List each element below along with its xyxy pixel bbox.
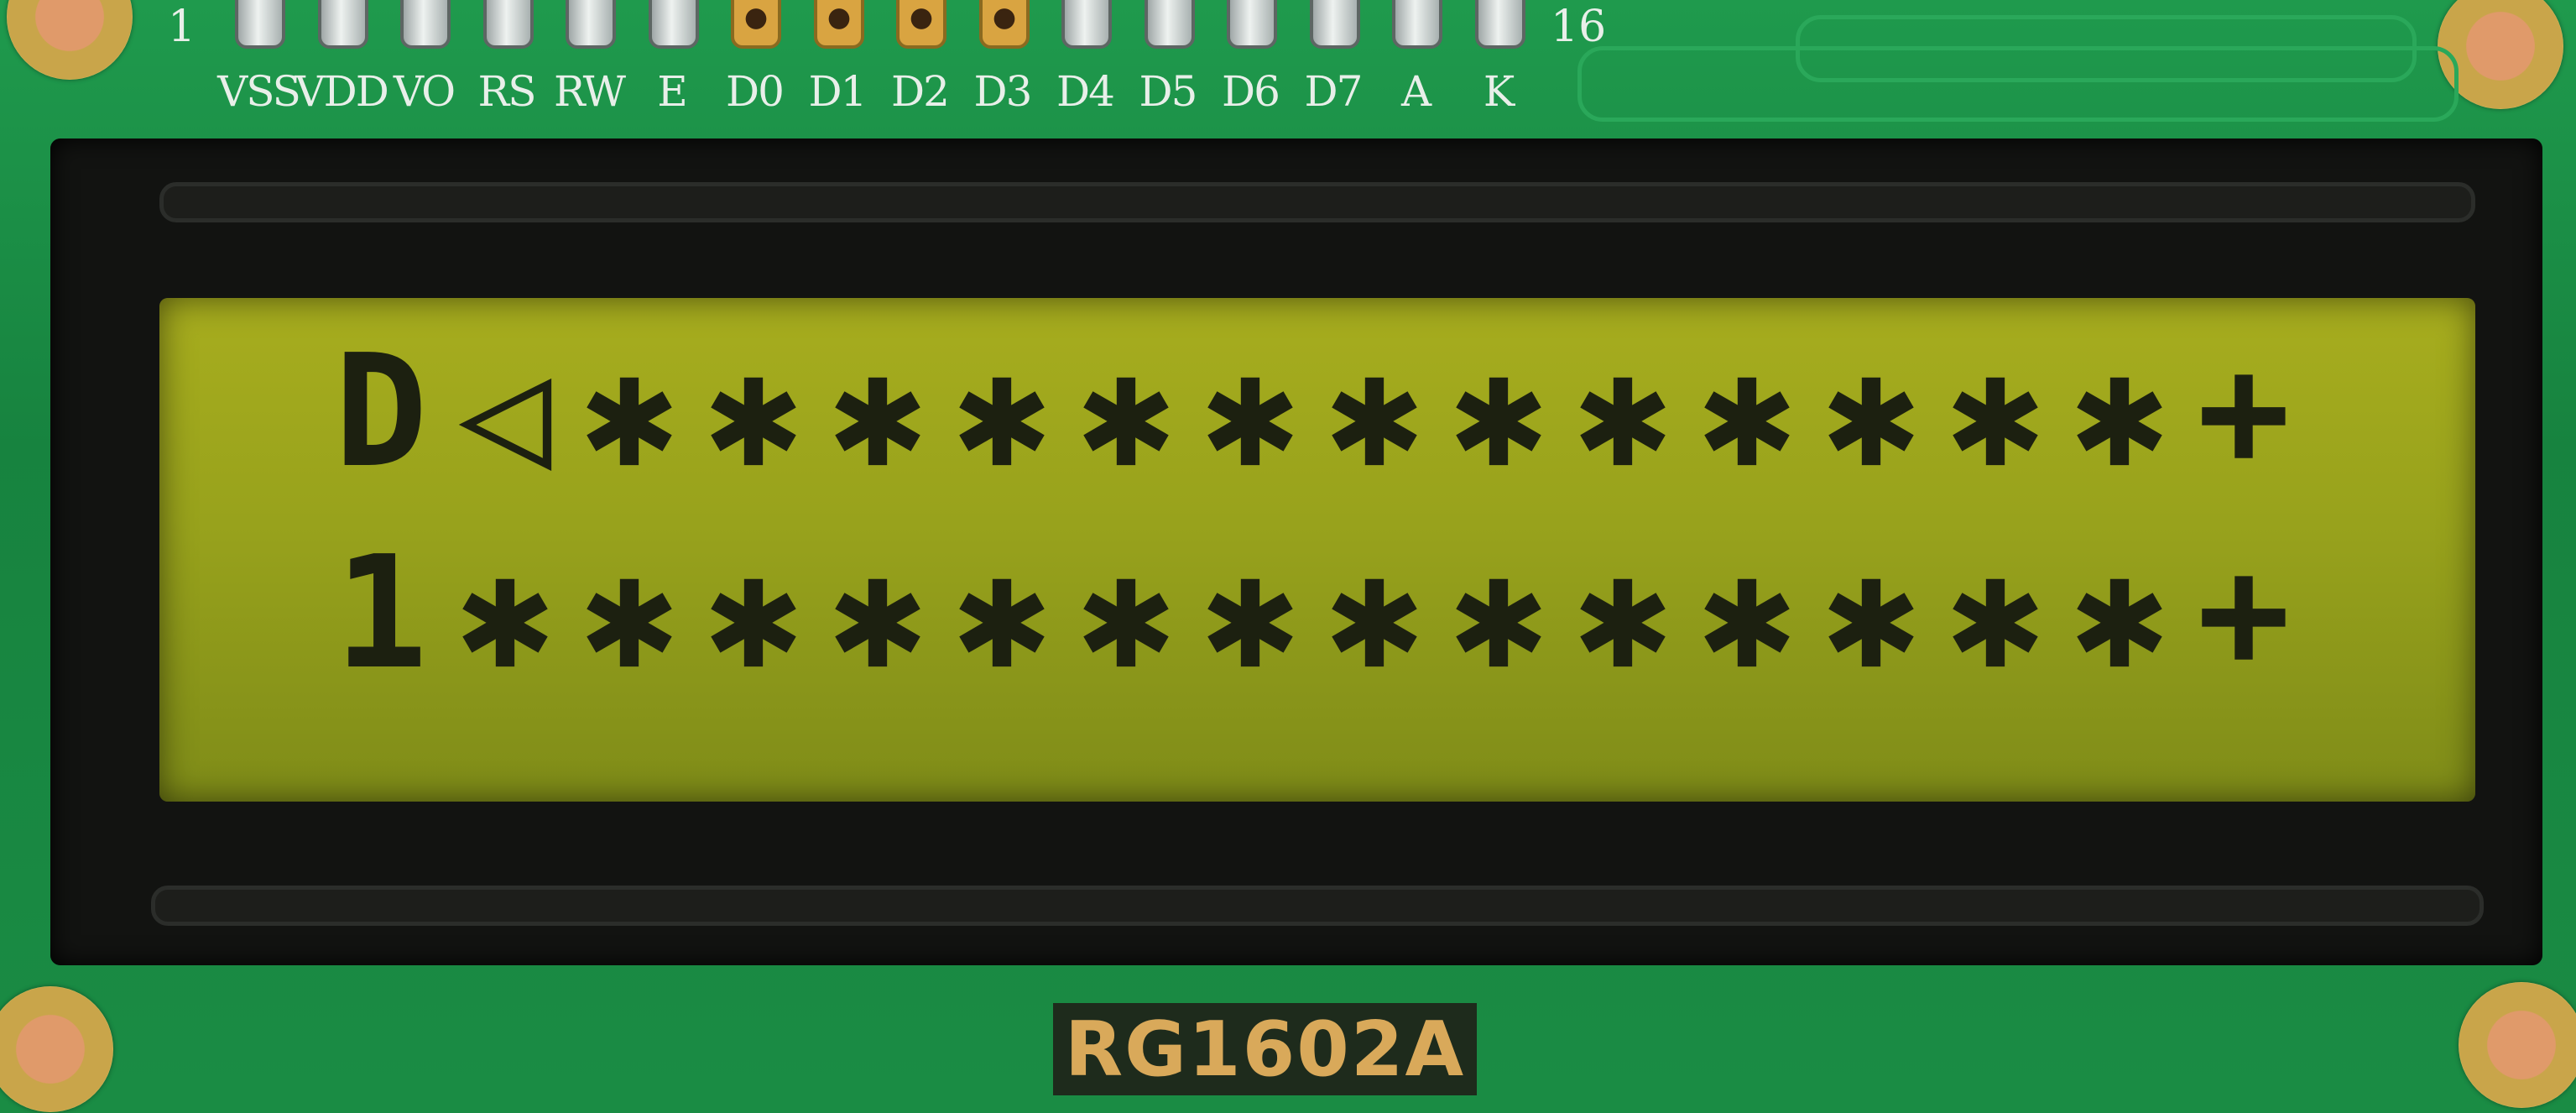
header-pin (731, 0, 781, 49)
lcd-character: ✱ (691, 332, 816, 491)
header-pin (1227, 0, 1277, 49)
lcd-character: ✱ (1933, 332, 2057, 491)
lcd-character: ✱ (940, 332, 1064, 491)
pin-label: VSS (212, 67, 305, 116)
header-pin (483, 0, 534, 49)
header-pin (1061, 0, 1112, 49)
pin-label: D4 (1039, 67, 1131, 116)
header-pin (896, 0, 946, 49)
pin-label: D0 (708, 67, 800, 116)
lcd-row-2: 1 ✱ ✱ ✱ ✱ ✱ ✱ ✱ ✱ ✱ ✱ ✱ ✱ ✱ ✱ + (319, 533, 2576, 692)
lcd-character: ✱ (1188, 332, 1312, 491)
lcd-character: ✱ (567, 533, 691, 692)
pin-label: D2 (873, 67, 966, 116)
pin-label: VO (378, 67, 470, 116)
pin-label: D3 (957, 67, 1049, 116)
lcd-character: ✱ (1437, 332, 1561, 491)
lcd-character: ✱ (1561, 533, 1685, 692)
pin-label: RW (543, 67, 635, 116)
header-pin (979, 0, 1030, 49)
pin-label: K (1452, 67, 1545, 116)
header-pin (649, 0, 699, 49)
header-pin (318, 0, 368, 49)
bezel-groove-bottom (151, 886, 2484, 926)
header-pin (235, 0, 285, 49)
lcd-character: ✱ (1312, 332, 1437, 491)
header-pin (1392, 0, 1442, 49)
pin-label: E (626, 67, 718, 116)
lcd-screen: D ◁ ✱ ✱ ✱ ✱ ✱ ✱ ✱ ✱ ✱ ✱ ✱ ✱ ✱ + 1 ✱ ✱ ✱ ✱ ✱ ✱ ✱ ✱ ✱ ✱ ✱ ✱ ✱ ✱ + (159, 298, 2475, 802)
lcd-character: ✱ (691, 533, 816, 692)
lcd-character: ✱ (816, 332, 940, 491)
pin-label: D6 (1204, 67, 1296, 116)
lcd-character: ◁ (443, 332, 567, 491)
pin-label: D7 (1287, 67, 1379, 116)
lcd-character: ✱ (1312, 533, 1437, 692)
mount-hole-top-left (7, 0, 133, 80)
lcd-character: ✱ (1437, 533, 1561, 692)
pin-number-last: 16 (1551, 2, 1606, 52)
header-pin (400, 0, 451, 49)
lcd-character: ✱ (1809, 533, 1933, 692)
pin-label: D5 (1122, 67, 1214, 116)
lcd-character: ✱ (816, 533, 940, 692)
header-pin (814, 0, 864, 49)
lcd-character: ✱ (1064, 332, 1188, 491)
header-pin (1310, 0, 1360, 49)
pin-number-first: 1 (168, 2, 196, 52)
header-pin (566, 0, 616, 49)
lcd-character: ✱ (1064, 533, 1188, 692)
lcd-character: + (2182, 533, 2306, 692)
lcd-character: ✱ (443, 533, 567, 692)
lcd-character: ✱ (940, 533, 1064, 692)
pin-label: VDD (295, 67, 388, 116)
lcd-character: ✱ (1188, 533, 1312, 692)
bezel-groove-top (159, 182, 2475, 222)
lcd-character: ✱ (567, 332, 691, 491)
mount-hole-bottom-left (0, 986, 113, 1112)
mount-hole-bottom-right (2459, 982, 2576, 1108)
lcd-row-1: D ◁ ✱ ✱ ✱ ✱ ✱ ✱ ✱ ✱ ✱ ✱ ✱ ✱ ✱ + (319, 332, 2576, 491)
lcd-character: ✱ (1685, 332, 1809, 491)
header-pin (1145, 0, 1195, 49)
lcd-character: D (319, 332, 443, 491)
lcd-character: ✱ (2057, 332, 2182, 491)
lcd-character: ✱ (2057, 533, 2182, 692)
model-label: RG1602A (1053, 1003, 1477, 1095)
header-pin (1475, 0, 1525, 49)
pin-label: D1 (791, 67, 884, 116)
lcd-character: + (2182, 332, 2306, 491)
lcd-character: ✱ (1685, 533, 1809, 692)
pin-label: A (1369, 67, 1462, 116)
lcd-character: ✱ (1809, 332, 1933, 491)
lcd-character: ✱ (1561, 332, 1685, 491)
pcb-trace (1577, 46, 2459, 122)
lcd-character: 1 (319, 533, 443, 692)
pin-label: RS (461, 67, 553, 116)
lcd-character: ✱ (1933, 533, 2057, 692)
